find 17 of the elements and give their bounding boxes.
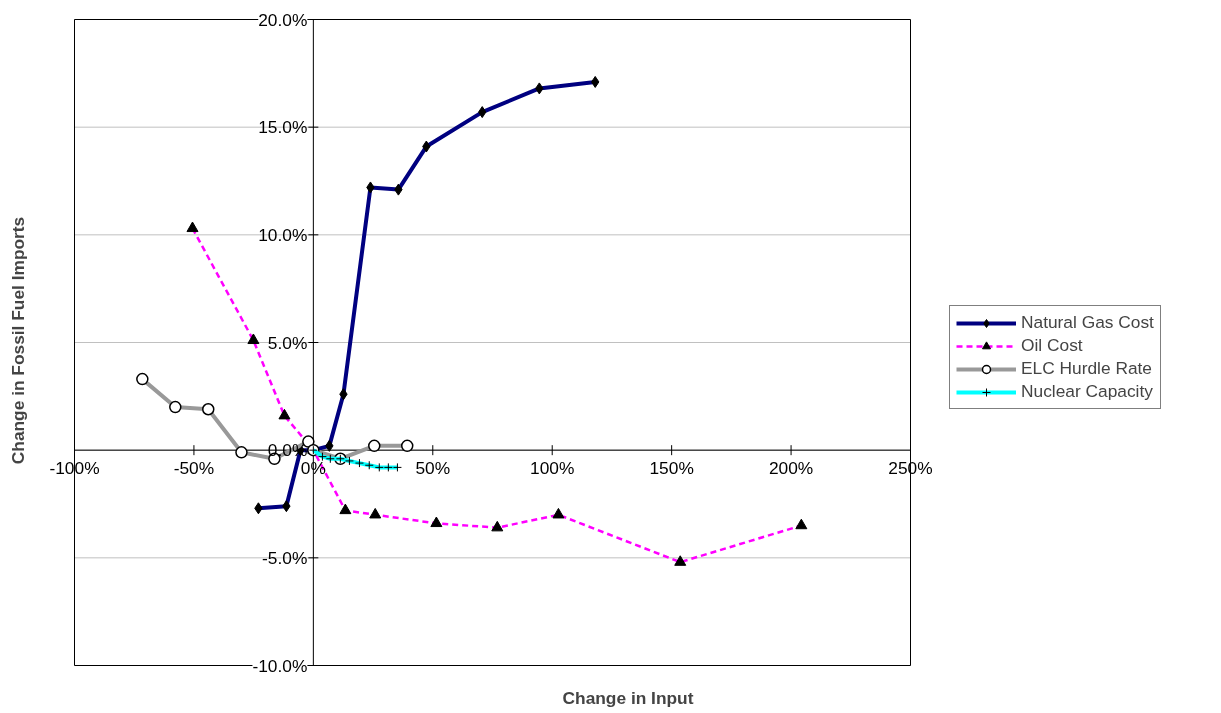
y-tick-label: -5.0% [262, 547, 308, 568]
legend-label: Natural Gas Cost [1021, 312, 1154, 333]
y-axis-title: Change in Fossil Fuel Imports [7, 216, 28, 465]
x-tick-label: 100% [530, 458, 575, 479]
x-tick-label: 150% [649, 458, 694, 479]
x-tick-label: 50% [415, 458, 451, 479]
y-tick-label: -10.0% [252, 655, 308, 676]
legend-label: Nuclear Capacity [1021, 381, 1153, 402]
y-tick-label: 20.0% [258, 9, 308, 30]
y-tick-label: 15.0% [258, 117, 308, 138]
y-tick-label: 10.0% [258, 224, 308, 245]
legend-label: Oil Cost [1021, 335, 1083, 356]
y-tick-label: 5.0% [267, 332, 308, 353]
x-axis-title: Change in Input [562, 687, 694, 708]
legend-label: ELC Hurdle Rate [1021, 358, 1152, 379]
x-tick-label: -50% [173, 458, 215, 479]
x-tick-label: 200% [768, 458, 814, 479]
